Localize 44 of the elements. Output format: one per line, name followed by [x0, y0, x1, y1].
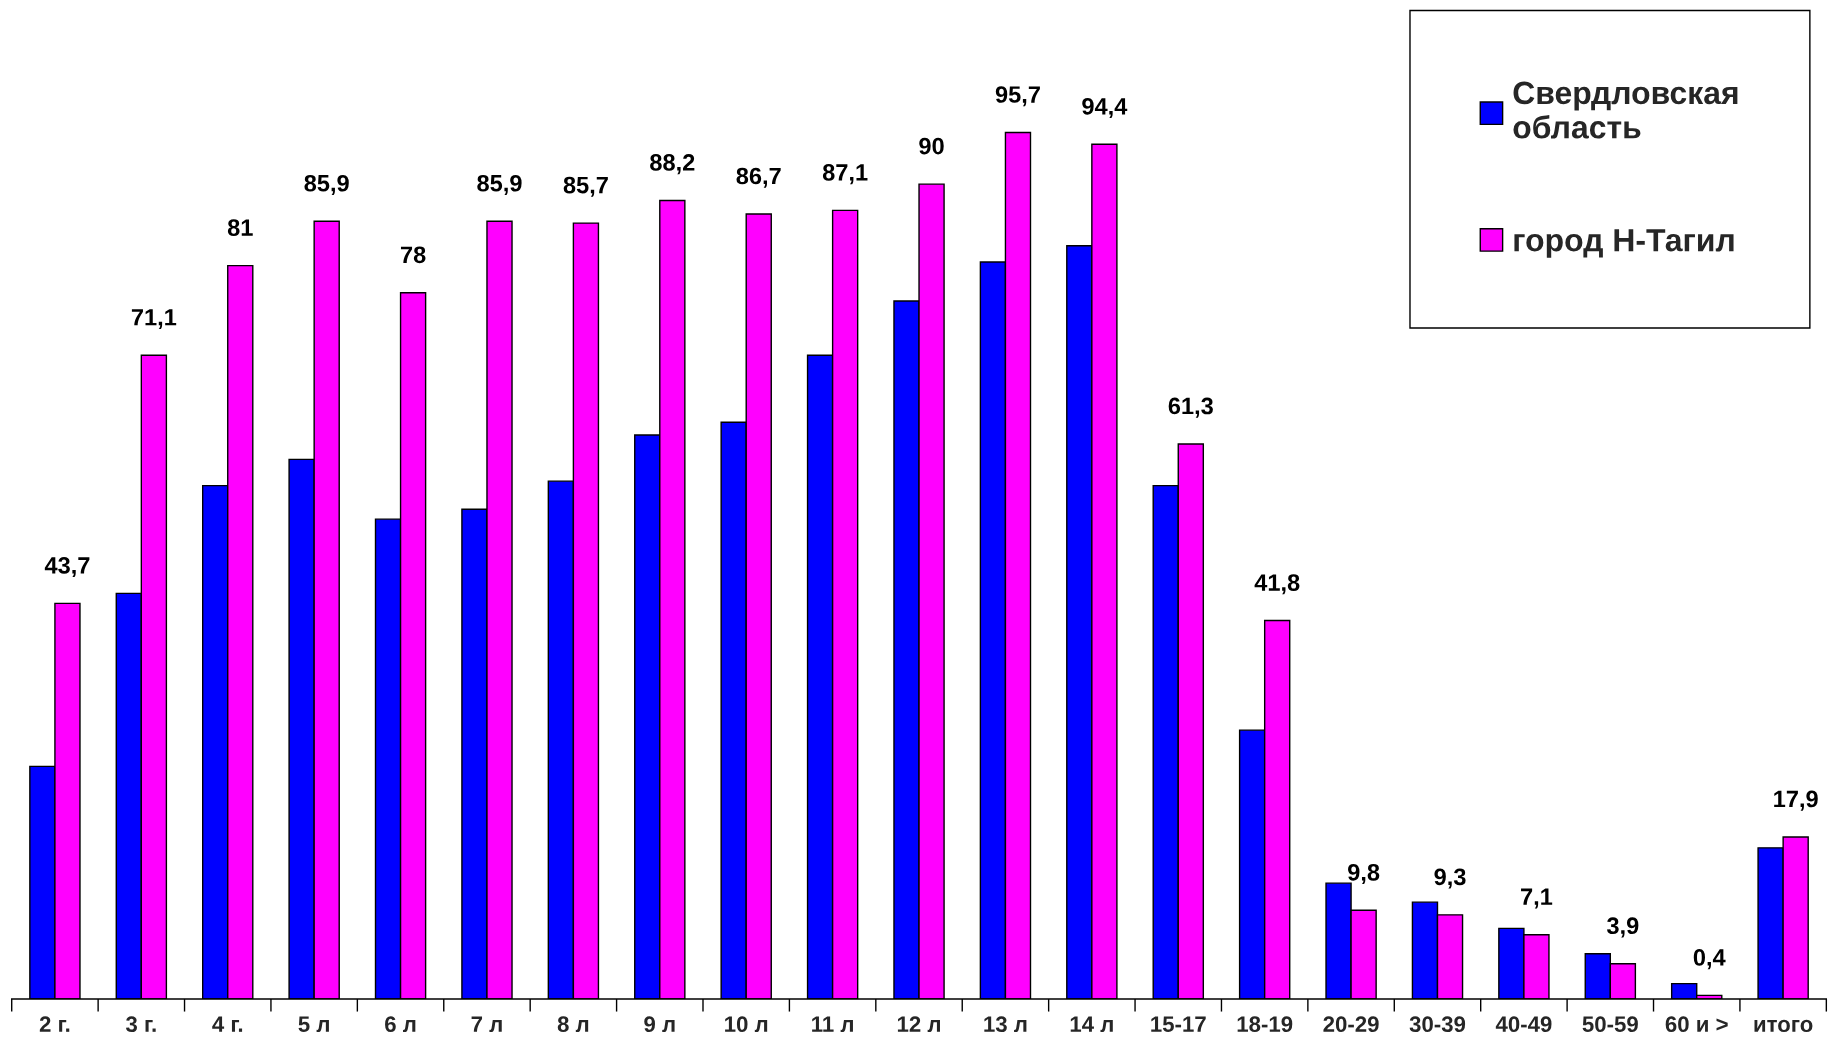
x-tick-label: итого: [1754, 1019, 1813, 1033]
data-label: 17,9: [1774, 790, 1818, 811]
x-tick-label: 12 л: [897, 1016, 940, 1033]
data-label: 61,3: [1168, 397, 1213, 418]
data-label: 86,7: [736, 167, 781, 188]
x-tick-label: 15-17: [1151, 1016, 1206, 1033]
data-label: 85,9: [477, 174, 522, 196]
legend-label: город Н-Тагил: [1514, 229, 1734, 258]
x-tick-label: 13 л: [984, 1016, 1027, 1033]
x-tick-label: 7 л: [471, 1016, 502, 1033]
data-label: 90: [919, 137, 944, 155]
x-tick-label: 6 л: [385, 1016, 416, 1033]
data-label: 95,7: [995, 86, 1040, 107]
x-tick-label: 18-19: [1237, 1016, 1293, 1033]
data-label: 87,1: [822, 164, 868, 185]
data-label: 9,8: [1348, 863, 1380, 885]
data-label: 78: [400, 246, 426, 264]
x-tick-label: 10 л: [725, 1016, 768, 1033]
data-label: 81: [227, 219, 253, 236]
x-tick-label: 8 л: [557, 1016, 589, 1033]
data-label: 85,7: [563, 176, 608, 197]
data-label: 94,4: [1082, 97, 1128, 119]
legend-label: Свердловская область: [1513, 81, 1738, 139]
data-label: 41,8: [1254, 574, 1300, 595]
x-tick-label: 40-49: [1495, 1016, 1552, 1033]
data-label: 71,1: [131, 309, 177, 330]
data-label: 43,7: [44, 556, 90, 578]
data-label: 88,2: [650, 154, 695, 175]
data-label: 3,9: [1606, 917, 1639, 938]
x-tick-label: 5 л: [298, 1016, 329, 1033]
x-tick-label: 9 л: [644, 1016, 675, 1033]
x-tick-label: 2 г.: [39, 1016, 70, 1032]
data-label: 9,3: [1434, 868, 1466, 889]
x-tick-label: 11 л: [812, 1016, 853, 1033]
x-tick-label: 20-29: [1323, 1016, 1379, 1033]
data-label: 7,1: [1521, 888, 1553, 909]
x-tick-label: 60 и >: [1665, 1016, 1728, 1033]
x-tick-label: 30-39: [1409, 1016, 1466, 1033]
data-label: 85,9: [304, 174, 349, 196]
data-label: 0,4: [1693, 949, 1726, 970]
x-tick-label: 3 г.: [125, 1016, 156, 1033]
x-tick-label: 50-59: [1582, 1016, 1638, 1033]
x-tick-label: 14 л: [1070, 1016, 1113, 1033]
x-tick-label: 4 г.: [212, 1016, 243, 1032]
